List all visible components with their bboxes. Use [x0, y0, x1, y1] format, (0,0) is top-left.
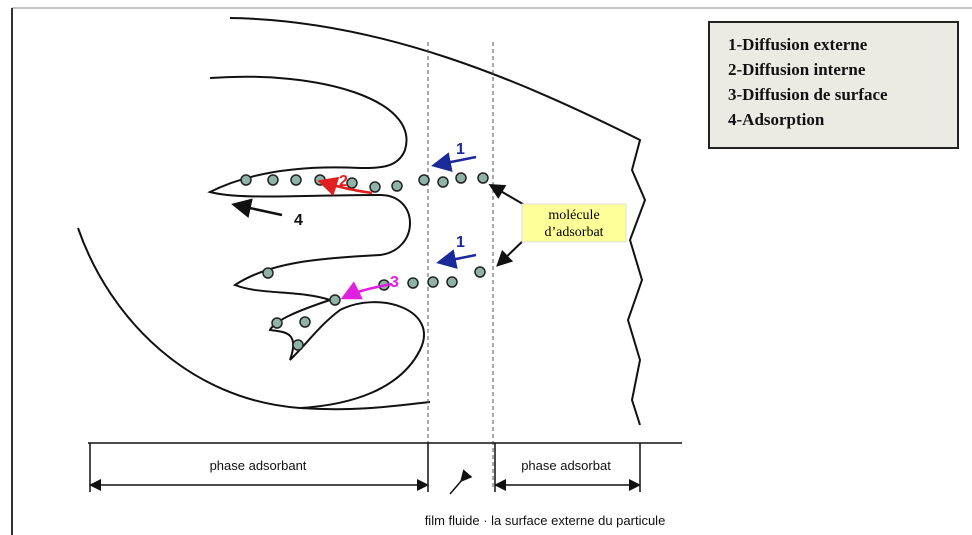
molecule [241, 175, 251, 185]
molecule [370, 182, 380, 192]
legend-item: 1-Diffusion externe [728, 35, 868, 54]
label-4: 4 [294, 212, 303, 229]
molecule [456, 173, 466, 183]
molecule-label: molécule d’adsorbat [522, 204, 626, 242]
molecule [272, 318, 282, 328]
molecule [408, 278, 418, 288]
legend-item: 3-Diffusion de surface [728, 85, 888, 104]
molecule [347, 178, 357, 188]
molecule [330, 295, 340, 305]
molecule-label-line: d’adsorbat [544, 225, 603, 240]
molecule [300, 317, 310, 327]
legend-item: 4-Adsorption [728, 110, 825, 129]
molecule [438, 177, 448, 187]
molecule [268, 175, 278, 185]
molecule [478, 173, 488, 183]
label-1: 1 [456, 234, 465, 251]
molecule [293, 340, 303, 350]
molecule [392, 181, 402, 191]
boundaries [88, 42, 682, 488]
region-label: phase adsorbat [521, 458, 611, 473]
region-label: phase adsorbant [210, 458, 307, 473]
molecules [241, 173, 488, 350]
label-1: 1 [456, 141, 465, 158]
legend-item: 2-Diffusion interne [728, 60, 866, 79]
molecule [475, 267, 485, 277]
molecule [428, 277, 438, 287]
label-3: 3 [390, 274, 399, 291]
molecule [447, 277, 457, 287]
molecule [263, 268, 273, 278]
diagram: 1 1 2 3 4 molécule d’adsorbat phase adso… [0, 0, 972, 535]
label-2: 2 [339, 173, 348, 190]
molecule [291, 175, 301, 185]
molecule [419, 175, 429, 185]
legend: 1-Diffusion externe 2-Diffusion interne … [709, 22, 958, 148]
caption: film fluide · la surface externe du part… [425, 513, 666, 528]
molecule-label-line: molécule [548, 208, 599, 223]
